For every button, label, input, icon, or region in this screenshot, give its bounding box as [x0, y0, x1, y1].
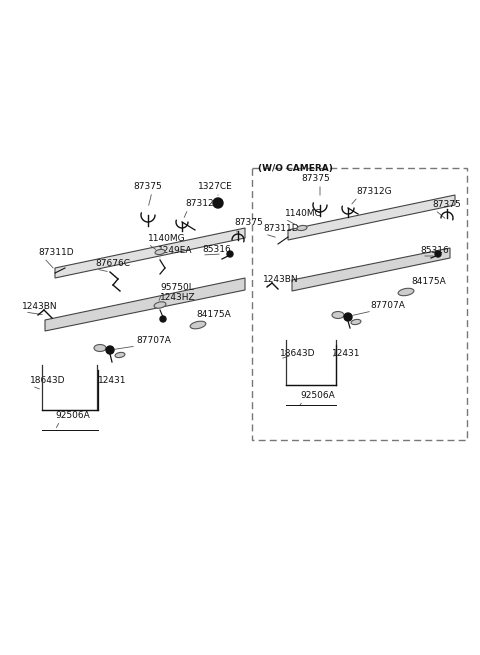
Text: 1140MG: 1140MG	[285, 209, 323, 218]
Ellipse shape	[155, 250, 165, 255]
Circle shape	[227, 251, 233, 257]
Ellipse shape	[154, 302, 166, 309]
Ellipse shape	[398, 288, 414, 295]
Ellipse shape	[190, 321, 206, 329]
Polygon shape	[55, 228, 245, 278]
Text: 12431: 12431	[98, 376, 127, 385]
Text: 85316: 85316	[202, 245, 231, 254]
Ellipse shape	[332, 312, 344, 318]
Circle shape	[213, 198, 223, 208]
Text: 18643D: 18643D	[30, 376, 65, 385]
Text: 87375: 87375	[301, 174, 330, 183]
Bar	[252, 168, 467, 440]
Ellipse shape	[351, 320, 361, 325]
Text: 95750L: 95750L	[160, 283, 194, 292]
Text: 87707A: 87707A	[136, 336, 171, 345]
Circle shape	[106, 346, 114, 354]
Text: 87312G: 87312G	[185, 199, 221, 208]
Text: 1140MG: 1140MG	[148, 234, 186, 243]
Text: 87375: 87375	[432, 200, 461, 209]
Polygon shape	[292, 248, 450, 291]
Text: 87707A: 87707A	[370, 301, 405, 310]
Text: 1327CE: 1327CE	[198, 182, 232, 191]
Polygon shape	[45, 278, 245, 331]
Text: 92506A: 92506A	[55, 411, 90, 420]
Text: 1243BN: 1243BN	[22, 302, 58, 311]
Circle shape	[435, 251, 441, 257]
Text: 87312G: 87312G	[356, 187, 392, 196]
Text: 84175A: 84175A	[196, 310, 231, 319]
Text: 87375: 87375	[234, 218, 263, 227]
Text: 92506A: 92506A	[300, 391, 335, 400]
Circle shape	[344, 313, 352, 321]
Ellipse shape	[115, 352, 125, 358]
Text: 18643D: 18643D	[280, 349, 315, 358]
Text: 1243HZ: 1243HZ	[160, 293, 196, 302]
Polygon shape	[288, 195, 455, 240]
Ellipse shape	[297, 225, 307, 231]
Text: 1243BN: 1243BN	[263, 275, 299, 284]
Text: (W/O CAMERA): (W/O CAMERA)	[258, 164, 333, 173]
Text: 87311D: 87311D	[263, 224, 299, 233]
Text: 87375: 87375	[133, 182, 162, 191]
Text: 1249EA: 1249EA	[158, 246, 192, 255]
Text: 87676C: 87676C	[95, 259, 130, 268]
Text: 84175A: 84175A	[411, 277, 446, 286]
Text: 85316: 85316	[420, 246, 449, 255]
Text: 12431: 12431	[332, 349, 360, 358]
Ellipse shape	[94, 345, 106, 352]
Circle shape	[160, 316, 166, 322]
Text: 87311D: 87311D	[38, 248, 73, 257]
